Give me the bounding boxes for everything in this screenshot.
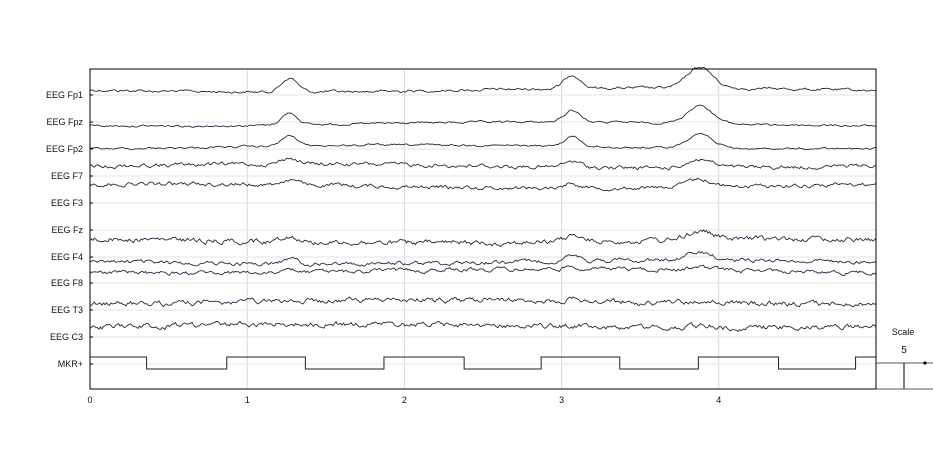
x-tick-label: 4 (716, 395, 721, 405)
trace-eeg-c3 (89, 320, 877, 333)
trace-eeg-fp2 (89, 132, 877, 151)
x-tick-labels: 0 1 2 3 4 (87, 395, 721, 405)
channel-label: MKR+ (58, 359, 83, 369)
channel-label: EEG F8 (51, 278, 83, 288)
channel-label: EEG T3 (51, 305, 83, 315)
x-tick-label: 3 (559, 395, 564, 405)
trace-eeg-fpz (89, 104, 877, 128)
x-tick-label: 0 (87, 395, 92, 405)
scale-box: Scale 5 (876, 327, 933, 390)
channel-label: EEG Fp1 (46, 90, 83, 100)
scale-marker (923, 361, 927, 365)
channel-label: EEG F4 (51, 252, 83, 262)
trace-mkr (90, 356, 876, 370)
grid (90, 69, 876, 389)
channel-label: EEG F7 (51, 171, 83, 181)
scale-label: Scale (892, 327, 915, 337)
trace-eeg-f7 (89, 157, 877, 171)
trace-eeg-fz (89, 228, 877, 248)
trace-eeg-f4 (89, 251, 877, 267)
x-tick-label: 2 (402, 395, 407, 405)
trace-eeg-fp1 (89, 66, 877, 94)
trace-eeg-f3 (89, 177, 877, 192)
traces (89, 66, 877, 370)
channel-label: EEG Fz (51, 225, 83, 235)
x-tick-label: 1 (245, 395, 250, 405)
channel-labels: EEG Fp1 EEG Fpz EEG Fp2 EEG F7 EEG F3 EEG Fz E… (46, 90, 93, 369)
channel-label: EEG C3 (50, 332, 83, 342)
trace-eeg-f8 (89, 264, 877, 276)
scale-value: 5 (901, 345, 907, 356)
plot-frame (89, 68, 877, 390)
channel-label: EEG Fp2 (46, 144, 83, 154)
trace-eeg-t3 (89, 296, 877, 308)
channel-label: EEG F3 (51, 198, 83, 208)
channel-label: EEG Fpz (46, 117, 83, 127)
